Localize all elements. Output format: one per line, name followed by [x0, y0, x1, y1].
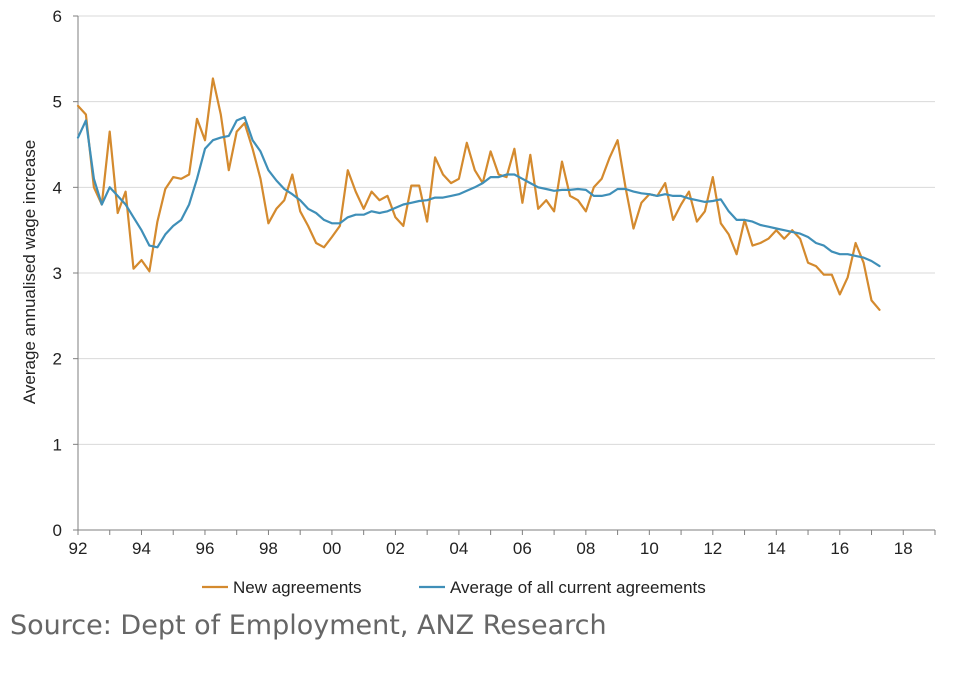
gridlines — [78, 15, 935, 445]
y-tick-label: 5 — [53, 93, 62, 112]
y-tick-label: 1 — [53, 435, 62, 454]
x-tick-label: 94 — [132, 539, 151, 558]
x-tick-label: 14 — [767, 539, 786, 558]
axes — [73, 15, 936, 535]
x-tick-label: 12 — [703, 539, 722, 558]
y-axis-title: Average annualised wage increase — [20, 140, 39, 404]
y-tick-label: 2 — [53, 350, 62, 369]
series-line-new-agreements — [76, 77, 881, 311]
x-tick-label: 02 — [386, 539, 405, 558]
x-tick-label: 00 — [322, 539, 341, 558]
x-tick-label: 96 — [196, 539, 215, 558]
x-tick-label: 08 — [576, 539, 595, 558]
y-tick-label: 3 — [53, 264, 62, 283]
legend-label-new: New agreements — [233, 578, 362, 597]
series-line-average-current — [76, 115, 881, 268]
x-tick-label: 98 — [259, 539, 278, 558]
y-tick-label: 0 — [53, 521, 62, 540]
x-tick-label: 18 — [894, 539, 913, 558]
x-tick-label: 10 — [640, 539, 659, 558]
source-note: Source: Dept of Employment, ANZ Research — [10, 610, 607, 641]
x-tick-label: 92 — [69, 539, 88, 558]
x-tick-label: 16 — [830, 539, 849, 558]
legend-label-average: Average of all current agreements — [450, 578, 706, 597]
x-tick-label: 06 — [513, 539, 532, 558]
series-lines — [76, 77, 881, 311]
y-tick-label: 4 — [53, 178, 62, 197]
x-tick-label: 04 — [449, 539, 468, 558]
y-tick-label: 6 — [53, 7, 62, 26]
legend: New agreements Average of all current ag… — [202, 578, 706, 597]
